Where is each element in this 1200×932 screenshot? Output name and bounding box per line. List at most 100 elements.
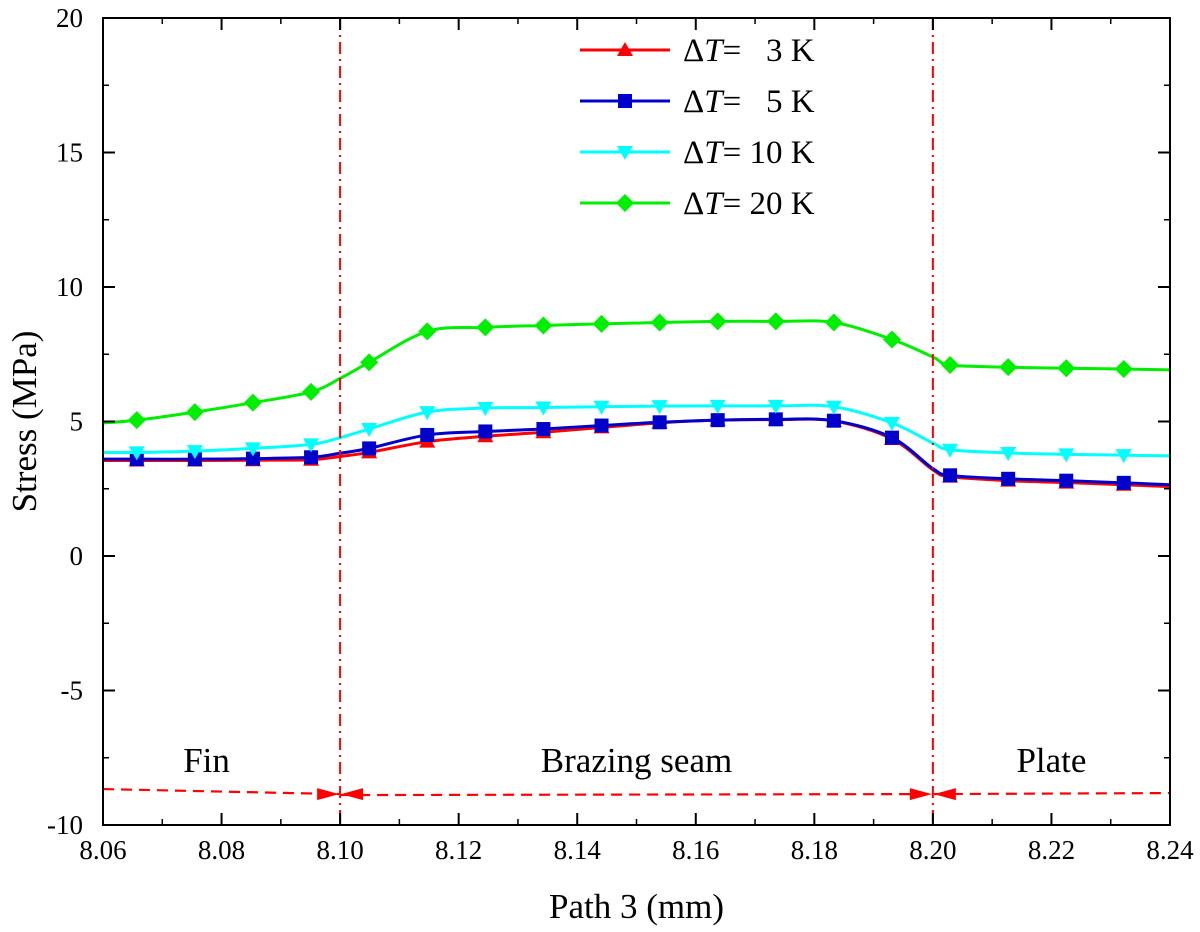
data-point bbox=[187, 452, 202, 467]
region-arrow-line bbox=[933, 791, 1171, 796]
data-point bbox=[1057, 359, 1076, 378]
data-point bbox=[534, 316, 553, 335]
x-tick-label: 8.20 bbox=[909, 835, 956, 865]
series-4 bbox=[102, 312, 1171, 430]
data-point bbox=[245, 451, 260, 466]
data-point bbox=[882, 330, 901, 349]
y-tick-label: -10 bbox=[47, 810, 83, 840]
series-line bbox=[102, 319, 1171, 425]
legend-label: ΔT= 10 K bbox=[683, 135, 815, 171]
legend-marker bbox=[617, 42, 633, 56]
arrowhead-right bbox=[909, 788, 932, 801]
data-point bbox=[652, 415, 667, 430]
region-label: Fin bbox=[183, 741, 230, 780]
x-tick-label: 8.14 bbox=[554, 835, 602, 865]
data-point bbox=[594, 418, 609, 433]
legend-label: ΔT= 5 K bbox=[683, 84, 815, 120]
series-group bbox=[102, 312, 1171, 491]
data-point bbox=[941, 356, 960, 375]
data-point bbox=[477, 402, 494, 417]
data-point bbox=[1114, 360, 1133, 379]
data-point bbox=[244, 442, 261, 457]
data-point bbox=[825, 400, 842, 415]
data-point bbox=[883, 416, 900, 431]
data-point bbox=[535, 401, 552, 416]
data-point bbox=[709, 399, 726, 414]
data-point bbox=[1059, 473, 1074, 488]
data-point bbox=[942, 443, 959, 458]
data-point bbox=[593, 400, 610, 415]
region-label: Brazing seam bbox=[541, 741, 732, 780]
data-point bbox=[768, 412, 783, 427]
data-point bbox=[592, 314, 611, 333]
data-point bbox=[185, 403, 204, 422]
data-point bbox=[1116, 475, 1131, 490]
y-tick-label: 0 bbox=[70, 541, 84, 571]
x-tick-label: 8.18 bbox=[791, 835, 838, 865]
axes: 8.06 8.08 8.10 8.12 8.14 8.16 8.18 8.20 8.22 8.24… bbox=[47, 3, 1194, 865]
legend-label: ΔT= 3 K bbox=[683, 33, 815, 69]
legend-item: ΔT= 20 K bbox=[580, 186, 815, 222]
x-tick-label: 8.22 bbox=[1028, 835, 1075, 865]
data-point bbox=[420, 427, 435, 442]
data-point bbox=[303, 438, 320, 453]
data-point bbox=[651, 400, 668, 415]
data-point bbox=[362, 441, 377, 456]
data-point bbox=[128, 446, 145, 461]
data-point bbox=[186, 445, 203, 460]
legend: ΔT= 3 K ΔT= 5 K ΔT= 10 K ΔT= 20 K bbox=[580, 33, 815, 222]
series-2 bbox=[103, 412, 1171, 490]
x-tick-label: 8.08 bbox=[198, 835, 245, 865]
legend-label: ΔT= 20 K bbox=[683, 186, 815, 222]
arrowhead-left bbox=[933, 788, 956, 801]
data-point bbox=[650, 313, 669, 332]
data-point bbox=[304, 450, 319, 465]
series-3 bbox=[102, 399, 1171, 464]
data-point bbox=[476, 318, 495, 337]
data-point bbox=[243, 393, 262, 412]
data-point bbox=[1058, 448, 1075, 463]
x-tick-label: 8.12 bbox=[435, 835, 482, 865]
region-label: Plate bbox=[1016, 741, 1086, 780]
x-tick-label: 8.10 bbox=[316, 835, 363, 865]
series-line bbox=[103, 417, 1171, 487]
data-point bbox=[418, 322, 437, 341]
y-tick-label: 15 bbox=[56, 138, 83, 168]
data-point bbox=[360, 353, 379, 372]
data-point bbox=[127, 411, 146, 430]
y-tick-label: 20 bbox=[56, 3, 83, 33]
data-point bbox=[1000, 446, 1017, 461]
data-point bbox=[767, 399, 784, 414]
data-point bbox=[708, 312, 727, 331]
data-point bbox=[766, 312, 785, 331]
plot-frame bbox=[102, 17, 1171, 826]
legend-marker bbox=[617, 146, 633, 160]
data-point bbox=[943, 468, 958, 483]
x-axis-title: Path 3 (mm) bbox=[549, 887, 724, 926]
x-tick-label: 8.24 bbox=[1146, 835, 1194, 865]
data-point bbox=[824, 313, 843, 332]
data-point bbox=[302, 382, 321, 401]
arrowhead-left bbox=[341, 788, 364, 801]
legend-marker bbox=[618, 94, 632, 108]
data-point bbox=[1001, 471, 1016, 486]
data-point bbox=[884, 430, 899, 445]
region-annotations: Fin Brazing seam Plate bbox=[102, 18, 1171, 825]
data-point bbox=[999, 358, 1018, 377]
legend-item: ΔT= 5 K bbox=[580, 84, 815, 120]
region-arrow-line bbox=[341, 792, 932, 797]
legend-marker bbox=[616, 194, 634, 212]
y-tick-label: 10 bbox=[56, 272, 83, 302]
region-arrow-line bbox=[102, 787, 340, 796]
data-point bbox=[419, 406, 436, 421]
arrowhead-right bbox=[317, 788, 340, 801]
data-point bbox=[826, 413, 841, 428]
data-point bbox=[361, 423, 378, 438]
y-axis-title: Stress (MPa) bbox=[5, 331, 44, 513]
legend-item: ΔT= 3 K bbox=[580, 33, 815, 69]
data-point bbox=[1115, 449, 1132, 464]
y-tick-label: 5 bbox=[70, 407, 84, 437]
series-line bbox=[102, 403, 1171, 458]
data-point bbox=[536, 422, 551, 437]
